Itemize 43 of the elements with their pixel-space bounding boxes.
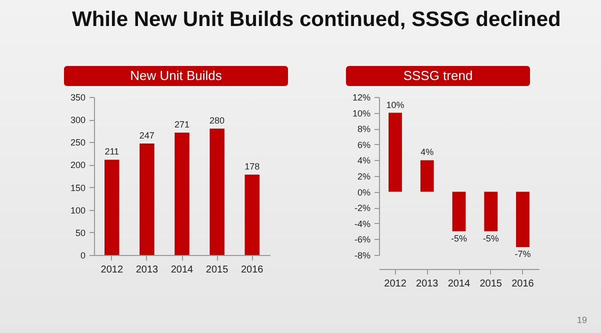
text: While New Unit Builds continued, SSSG declined (72, 8, 561, 32)
data-label: 271 (174, 120, 190, 130)
y-tick-label: 8% (357, 124, 370, 134)
y-tick-label: 12% (352, 92, 370, 102)
data-label: 247 (139, 130, 154, 140)
y-tick-label: 100 (70, 205, 86, 216)
y-tick-label: 0 (80, 250, 86, 260)
y-tick-label: 10% (352, 108, 370, 118)
data-label: -5% (450, 233, 468, 244)
y-tick-label: -2% (354, 203, 370, 214)
x-tick-label: 2014 (170, 264, 194, 276)
y-tick-label: 200 (70, 160, 86, 170)
x-tick-label: 2013 (416, 278, 439, 290)
y-tick-label: 50 (75, 228, 86, 238)
y-tick-label: 2% (357, 172, 370, 182)
x-tick-label: 2016 (512, 278, 534, 290)
y-tick-label: 4% (357, 156, 370, 166)
data-label: -5% (482, 233, 499, 244)
x-tick-label: 2012 (384, 278, 407, 290)
y-tick-label: 300 (70, 115, 86, 126)
data-label: 178 (244, 162, 260, 172)
data-label: 4% (420, 147, 434, 158)
x-tick-label: 2014 (448, 278, 471, 290)
text: 19 (576, 315, 587, 325)
x-tick-label: 2013 (136, 264, 158, 276)
chart-title: New Unit Builds (64, 66, 288, 86)
data-label: 280 (210, 116, 225, 126)
x-tick-label: 2012 (100, 264, 124, 276)
chart-title: SSSG trend (346, 66, 530, 86)
x-tick-label: 2016 (240, 264, 264, 276)
y-tick-label: 350 (70, 92, 86, 102)
x-tick-label: 2015 (480, 278, 502, 290)
data-label: 10% (386, 100, 404, 110)
y-tick-label: 0% (357, 187, 370, 198)
y-tick-label: 250 (70, 138, 86, 148)
data-label: -7% (514, 249, 531, 260)
y-tick-label: 150 (70, 182, 86, 193)
y-tick-label: -8% (354, 250, 370, 260)
y-tick-label: -6% (354, 234, 370, 245)
y-tick-label: 6% (357, 140, 370, 150)
x-tick-label: 2015 (206, 264, 229, 276)
y-tick-label: -4% (354, 218, 370, 229)
data-label: 211 (104, 146, 120, 157)
